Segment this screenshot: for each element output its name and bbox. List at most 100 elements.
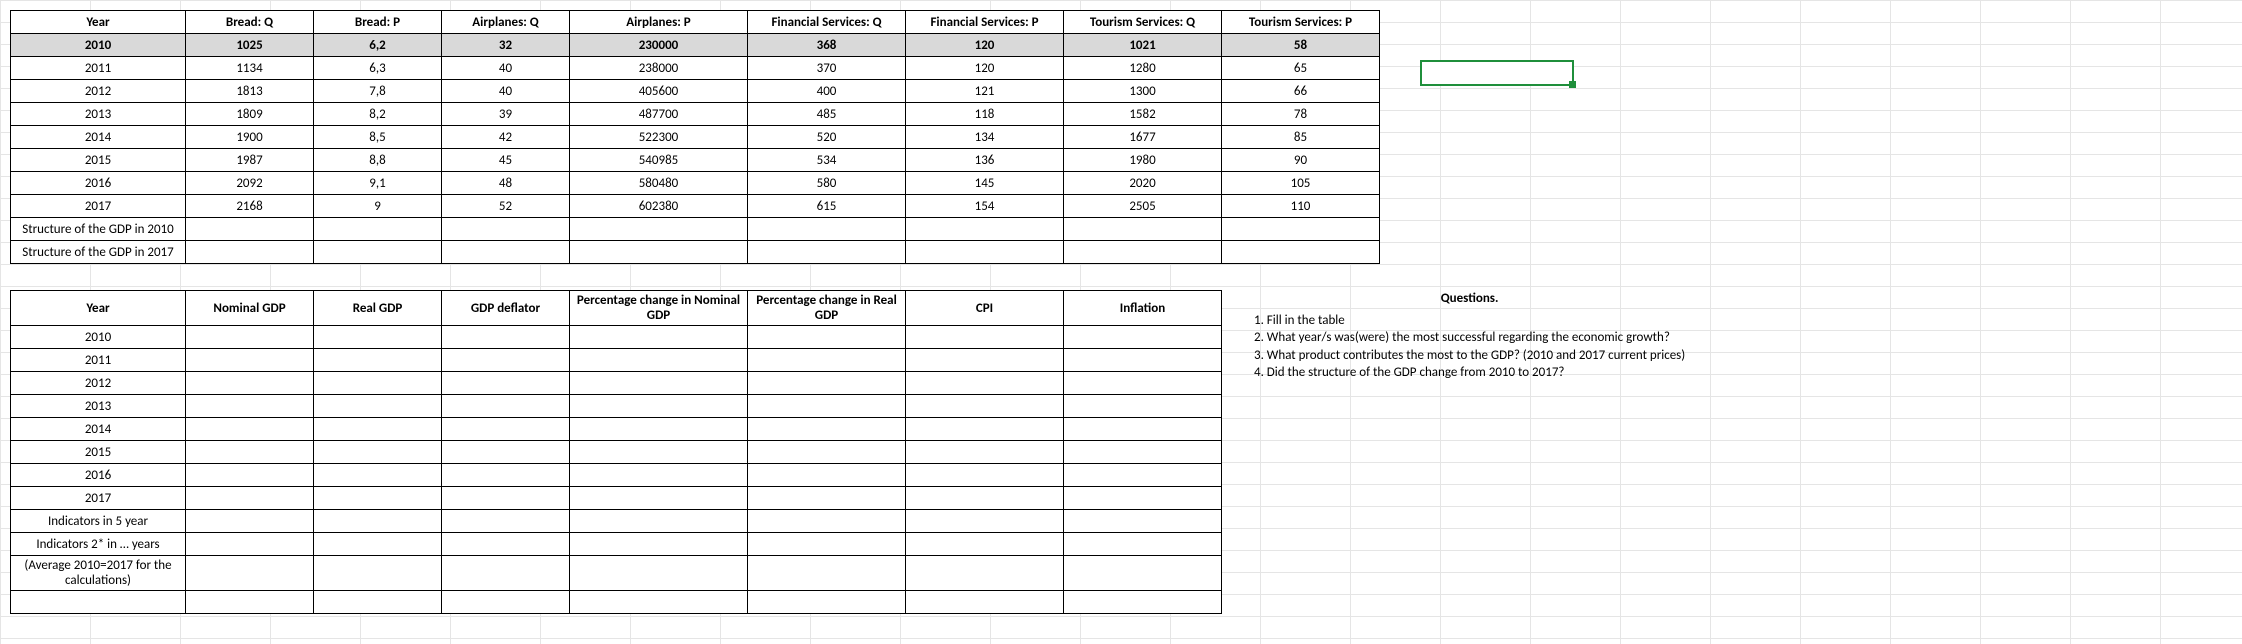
cell[interactable] [1064,556,1222,591]
table-row[interactable]: 2010 1025 6,2 32 230000 368 120 1021 58 [11,34,1380,57]
col-header[interactable]: GDP deflator [442,291,570,326]
cell[interactable] [314,326,442,349]
cell[interactable] [314,556,442,591]
cell[interactable]: 487700 [570,103,748,126]
cell[interactable] [570,218,748,241]
cell[interactable] [570,349,748,372]
cell[interactable] [442,464,570,487]
cell[interactable] [186,218,314,241]
cell[interactable]: 2505 [1064,195,1222,218]
cell[interactable] [570,510,748,533]
cell[interactable] [570,418,748,441]
cell[interactable]: 1280 [1064,57,1222,80]
cell[interactable]: 520 [748,126,906,149]
cell[interactable] [906,533,1064,556]
cell[interactable] [11,591,186,614]
cell[interactable] [1064,218,1222,241]
cell[interactable] [314,418,442,441]
cell[interactable]: 2017 [11,487,186,510]
cell[interactable]: 121 [906,80,1064,103]
cell[interactable]: Structure of the GDP in 2017 [11,241,186,264]
col-header[interactable]: Tourism Services: P [1222,11,1380,34]
cell[interactable]: 105 [1222,172,1380,195]
cell[interactable] [1064,418,1222,441]
table-row[interactable]: Year Bread: Q Bread: P Airplanes: Q Airp… [11,11,1380,34]
cell[interactable] [314,533,442,556]
cell[interactable] [186,464,314,487]
table-row[interactable]: 201721689526023806151542505110 [11,195,1380,218]
cell[interactable]: 2013 [11,395,186,418]
cell[interactable] [748,418,906,441]
cell[interactable]: 8,8 [314,149,442,172]
cell[interactable] [1222,218,1380,241]
cell[interactable]: 1809 [186,103,314,126]
cell[interactable]: Indicators 2* in … years [11,533,186,556]
cell[interactable]: 78 [1222,103,1380,126]
cell[interactable]: 2010 [11,34,186,57]
cell[interactable] [570,326,748,349]
cell[interactable] [748,441,906,464]
cell[interactable]: 1980 [1064,149,1222,172]
cell[interactable] [442,591,570,614]
cell[interactable] [748,487,906,510]
cell[interactable] [1064,326,1222,349]
cell[interactable] [906,464,1064,487]
cell[interactable]: 1987 [186,149,314,172]
cell[interactable]: 120 [906,57,1064,80]
table-row[interactable]: 2016 [11,464,1222,487]
cell[interactable]: 615 [748,195,906,218]
cell[interactable] [570,464,748,487]
cell[interactable] [906,395,1064,418]
cell[interactable]: 32 [442,34,570,57]
cell[interactable]: 134 [906,126,1064,149]
cell[interactable] [186,441,314,464]
cell[interactable] [442,533,570,556]
cell[interactable] [1064,487,1222,510]
table-row[interactable]: 2012 [11,372,1222,395]
cell[interactable] [906,487,1064,510]
cell[interactable]: 6,3 [314,57,442,80]
cell[interactable]: 534 [748,149,906,172]
cell[interactable] [314,464,442,487]
cell[interactable] [186,418,314,441]
cell[interactable]: 154 [906,195,1064,218]
cell[interactable] [1064,241,1222,264]
cell[interactable]: 370 [748,57,906,80]
cell[interactable]: 400 [748,80,906,103]
col-header[interactable]: Financial Services: P [906,11,1064,34]
cell[interactable]: 580 [748,172,906,195]
cell[interactable] [1064,395,1222,418]
cell[interactable] [314,349,442,372]
cell[interactable] [186,349,314,372]
cell[interactable]: 1300 [1064,80,1222,103]
cell[interactable]: 42 [442,126,570,149]
cell[interactable] [442,326,570,349]
col-header[interactable]: Percentage change in Nominal GDP [570,291,748,326]
cell[interactable]: 580480 [570,172,748,195]
table-row[interactable]: Year Nominal GDP Real GDP GDP deflator P… [11,291,1222,326]
cell[interactable]: 405600 [570,80,748,103]
cell[interactable]: 1021 [1064,34,1222,57]
cell[interactable]: 2012 [11,372,186,395]
table-row[interactable]: 2013 [11,395,1222,418]
table-row[interactable]: 2011 [11,349,1222,372]
cell[interactable]: 2014 [11,418,186,441]
table-row[interactable]: 2015 [11,441,1222,464]
cell[interactable]: 2020 [1064,172,1222,195]
col-header[interactable]: Financial Services: Q [748,11,906,34]
cell[interactable] [570,591,748,614]
table-row[interactable]: 201318098,239487700485118158278 [11,103,1380,126]
cell[interactable]: 48 [442,172,570,195]
table-row[interactable]: Indicators in 5 year [11,510,1222,533]
col-header[interactable]: Airplanes: P [570,11,748,34]
cell[interactable]: 2016 [11,464,186,487]
table-row[interactable]: (Average 2010=2017 for the calculations) [11,556,1222,591]
cell[interactable] [1064,441,1222,464]
cell[interactable]: (Average 2010=2017 for the calculations) [11,556,186,591]
cell[interactable]: 120 [906,34,1064,57]
cell[interactable] [442,418,570,441]
cell[interactable] [442,556,570,591]
cell[interactable] [906,326,1064,349]
cell[interactable] [186,510,314,533]
cell[interactable] [186,591,314,614]
